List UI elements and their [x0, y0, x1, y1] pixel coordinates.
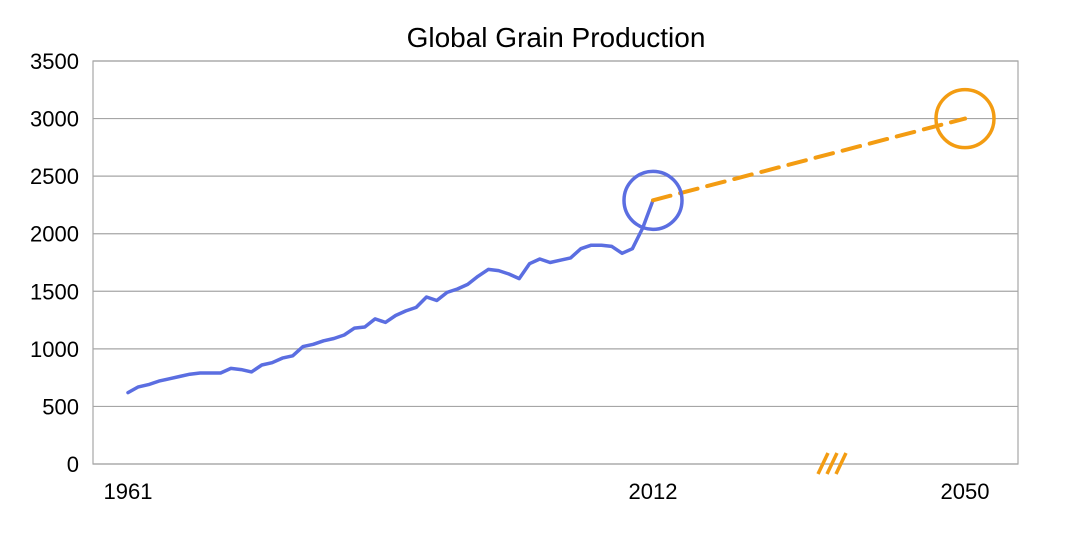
- x-tick-label: 1961: [104, 479, 153, 504]
- y-tick-label: 0: [67, 452, 79, 477]
- axis-break-stroke: [834, 452, 848, 475]
- chart-title: Global Grain Production: [407, 22, 706, 53]
- axis-break-stroke: [825, 452, 839, 475]
- y-tick-label: 500: [42, 394, 79, 419]
- y-tick-label: 2500: [30, 164, 79, 189]
- y-tick-label: 3000: [30, 107, 79, 132]
- projection-series-line: [651, 116, 967, 203]
- y-tick-label: 1500: [30, 279, 79, 304]
- axis-break-marker: [816, 452, 848, 475]
- highlight-circle-2012: [622, 169, 684, 232]
- y-tick-label: 2000: [30, 222, 79, 247]
- highlight-circle-2050: [934, 87, 996, 150]
- historical-series-line: [126, 198, 655, 395]
- x-tick-label: 2050: [941, 479, 990, 504]
- axis-break-stroke: [816, 452, 830, 475]
- x-tick-label: 2012: [629, 479, 678, 504]
- y-tick-label: 3500: [30, 49, 79, 74]
- y-tick-label: 1000: [30, 337, 79, 362]
